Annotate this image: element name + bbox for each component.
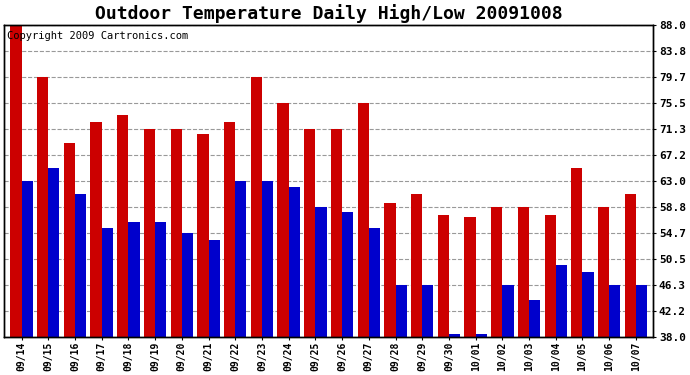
Bar [384,203,395,337]
Bar [502,285,513,337]
Bar [128,222,139,337]
Bar [224,122,235,337]
Text: Copyright 2009 Cartronics.com: Copyright 2009 Cartronics.com [8,31,188,41]
Bar [235,181,246,337]
Bar [368,228,380,337]
Bar [208,240,219,337]
Bar [277,103,288,337]
Bar [101,228,113,337]
Bar [449,334,460,337]
Bar [598,207,609,337]
Bar [21,181,32,337]
Bar [288,187,300,337]
Bar [144,129,155,337]
Bar [437,215,449,337]
Bar [315,207,326,337]
Bar [90,122,101,337]
Bar [75,194,86,337]
Bar [636,285,647,337]
Bar [529,300,540,337]
Bar [37,76,48,337]
Bar [331,129,342,337]
Bar [624,194,636,337]
Bar [395,285,406,337]
Bar [250,76,262,337]
Bar [181,233,193,337]
Bar [262,181,273,337]
Bar [197,134,208,337]
Bar [555,266,567,337]
Bar [117,116,128,337]
Bar [411,194,422,337]
Bar [342,212,353,337]
Bar [155,222,166,337]
Bar [304,129,315,337]
Bar [10,25,21,337]
Bar [582,272,593,337]
Bar [571,168,582,337]
Bar [609,285,620,337]
Bar [475,334,487,337]
Bar [422,285,433,337]
Bar [464,217,475,337]
Bar [357,103,368,337]
Bar [170,129,181,337]
Title: Outdoor Temperature Daily High/Low 20091008: Outdoor Temperature Daily High/Low 20091… [95,4,562,23]
Bar [63,144,75,337]
Bar [518,207,529,337]
Bar [48,168,59,337]
Bar [491,207,502,337]
Bar [544,215,555,337]
